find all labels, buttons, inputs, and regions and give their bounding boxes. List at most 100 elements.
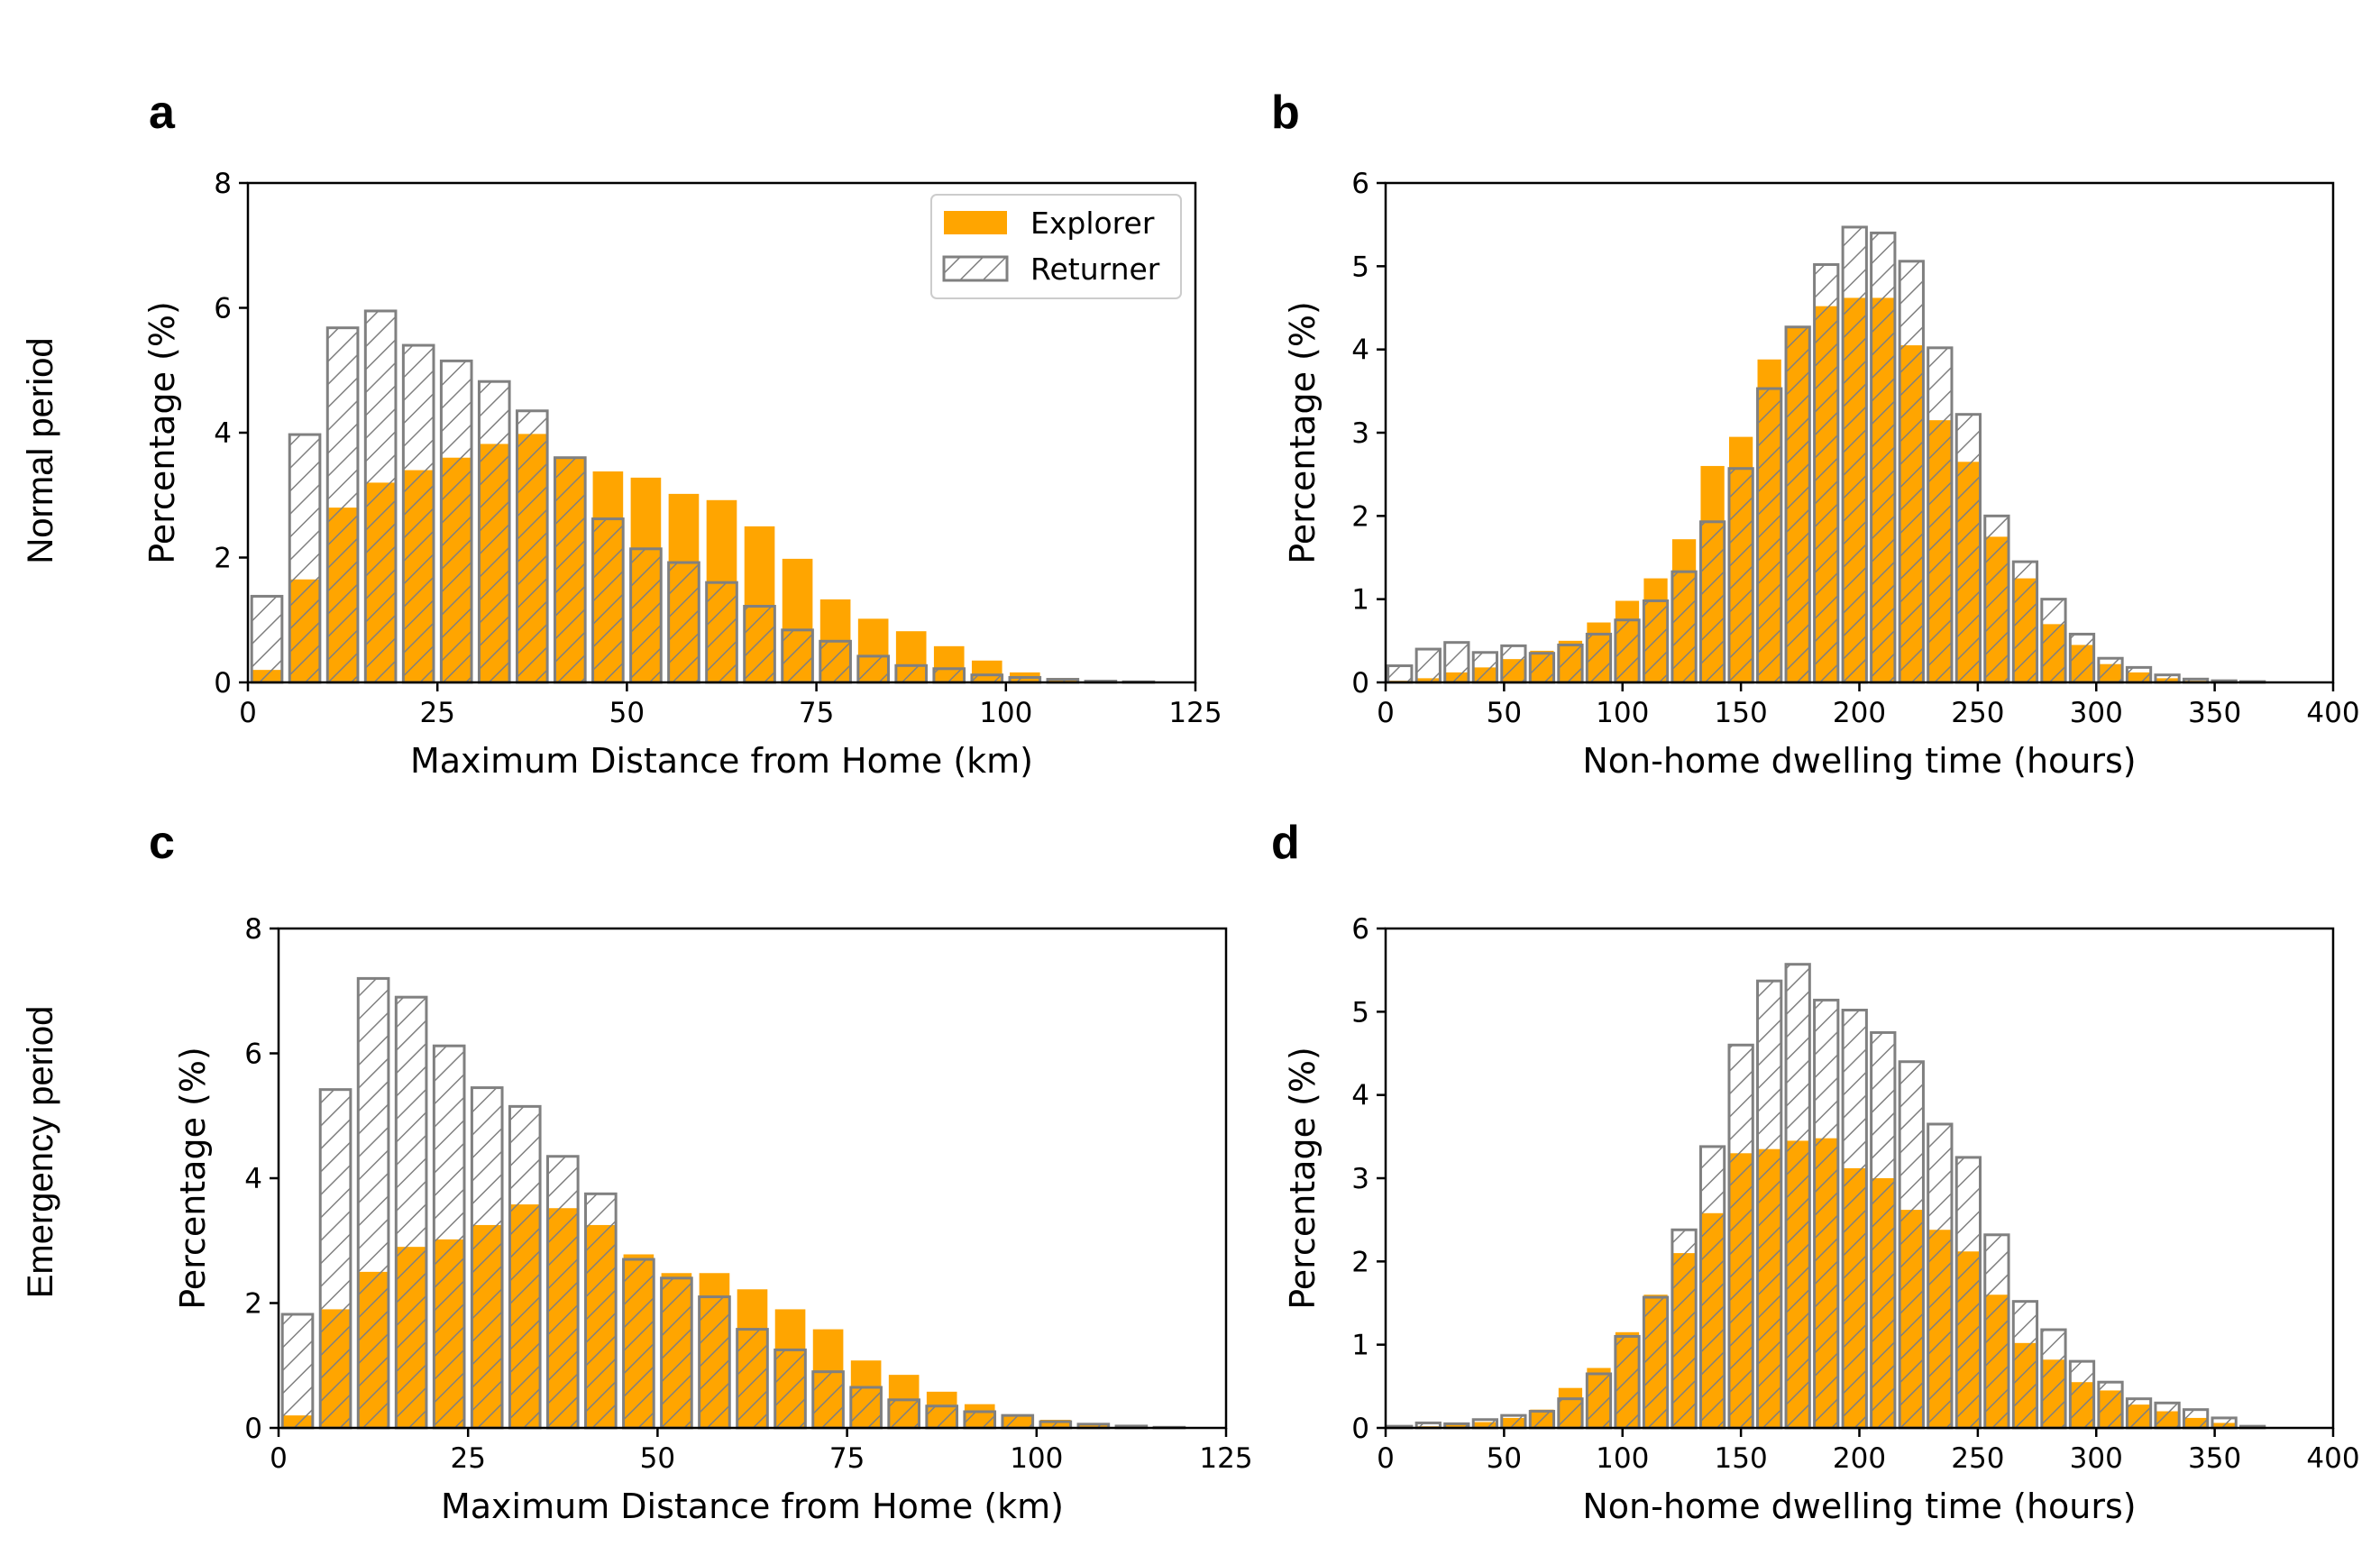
returner-bar: [1642, 599, 1670, 684]
returner-bar: [1927, 1122, 1954, 1430]
x-tick-label: 250: [1951, 1442, 2004, 1475]
returner-bar: [887, 1398, 920, 1430]
returner-bar: [2011, 560, 2039, 684]
panel-b: b 0 50 100 150 200 250 300 350 400 0 1 2 3 4 5 6 Non-home…: [1271, 87, 2360, 781]
x-tick-label: 0: [239, 697, 257, 729]
returner-bar: [2097, 656, 2124, 684]
y-tick-label: 5: [1351, 996, 1369, 1029]
returner-bar: [401, 343, 435, 684]
returner-bar: [2068, 632, 2096, 684]
x-tick-label: 300: [2070, 697, 2123, 729]
panel-letter: a: [149, 87, 176, 139]
returner-bar: [1841, 225, 1868, 684]
x-tick-label: 0: [1377, 1442, 1395, 1475]
x-tick-label: 400: [2306, 1442, 2359, 1475]
x-tick-label: 100: [1010, 1442, 1063, 1475]
x-tick-label: 100: [979, 697, 1032, 729]
returner-bar: [667, 561, 700, 684]
row-label-normal: Normal period: [21, 337, 60, 563]
returner-bar: [1671, 1228, 1698, 1430]
y-tick-label: 1: [1351, 1330, 1369, 1362]
legend-swatch-returner: [942, 255, 1009, 282]
x-tick-label: 75: [829, 1442, 865, 1475]
returner-bar: [318, 1088, 352, 1430]
returner-bar: [1784, 963, 1811, 1430]
y-tick-label: 6: [1351, 913, 1369, 946]
returner-bar: [1698, 520, 1726, 684]
returner-bar: [1528, 1410, 1556, 1430]
y-tick-label: 3: [1351, 417, 1369, 450]
returner-bar: [1983, 1233, 2010, 1430]
y-tick-label: 2: [1351, 1246, 1369, 1278]
returner-bar: [1001, 1413, 1035, 1430]
returner-bar: [2125, 1397, 2153, 1430]
x-tick-label: 0: [270, 1442, 288, 1475]
returner-bar: [963, 1410, 997, 1430]
x-tick-label: 350: [2188, 1442, 2241, 1475]
x-tick-label: 200: [1833, 1442, 1886, 1475]
returner-bar: [1898, 260, 1925, 684]
returner-bar: [1671, 570, 1698, 684]
returner-bar: [2154, 1401, 2181, 1430]
returner-bar: [470, 1086, 504, 1430]
returner-bar: [1443, 641, 1470, 684]
returner-bar: [432, 1044, 466, 1430]
x-tick-label: 200: [1833, 697, 1886, 729]
returner-bar: [774, 1348, 807, 1430]
x-axis-label: Maximum Distance from Home (km): [410, 741, 1033, 781]
x-tick-label: 100: [1596, 697, 1649, 729]
returner-bar: [1756, 979, 1783, 1430]
y-tick-label: 4: [1351, 334, 1369, 367]
returner-bar: [849, 1386, 883, 1430]
returner-bar: [394, 995, 428, 1430]
y-tick-label: 4: [244, 1163, 262, 1195]
returner-bar: [856, 654, 890, 684]
returner-bar: [554, 456, 587, 684]
legend: Explorer Returner: [930, 194, 1182, 299]
y-tick-label: 8: [244, 913, 262, 946]
returner-bar: [622, 1258, 655, 1430]
returner-bar: [545, 1155, 580, 1430]
returner-bar: [1557, 643, 1584, 684]
returner-bar: [2068, 1359, 2096, 1430]
returner-bar: [1898, 1060, 1925, 1430]
y-tick-label: 2: [214, 543, 232, 575]
returner-bar: [698, 1295, 731, 1430]
legend-swatch-explorer: [944, 211, 1007, 234]
x-tick-label: 25: [450, 1442, 485, 1475]
x-tick-label: 75: [799, 697, 834, 729]
x-tick-label: 50: [609, 697, 645, 729]
returner-bar: [1585, 1372, 1613, 1430]
returner-bar: [781, 628, 814, 684]
returner-bar: [1983, 514, 2010, 684]
x-tick-label: 0: [1377, 697, 1395, 729]
y-axis-label: Percentage (%): [142, 301, 182, 564]
x-tick-label: 150: [1715, 1442, 1768, 1475]
y-axis-label: Percentage (%): [1283, 301, 1323, 564]
returner-bar: [743, 605, 776, 684]
y-tick-label: 3: [1351, 1163, 1369, 1195]
y-axis-label: Percentage (%): [1283, 1047, 1323, 1310]
returner-bar: [2211, 1416, 2238, 1430]
returner-bar: [1585, 632, 1613, 684]
returner-bar: [1471, 1418, 1498, 1430]
returner-bar: [280, 1313, 315, 1430]
x-tick-label: 50: [1487, 1442, 1522, 1475]
returner-bar: [811, 1370, 845, 1430]
returner-bar: [925, 1404, 959, 1430]
y-tick-label: 0: [1351, 1413, 1369, 1445]
returner-bar: [1813, 998, 1840, 1430]
returner-bar: [1841, 1008, 1868, 1430]
y-tick-label: 0: [1351, 667, 1369, 700]
x-tick-label: 25: [419, 697, 454, 729]
returner-bar: [1528, 652, 1556, 684]
returner-bar: [2040, 598, 2067, 684]
x-tick-label: 400: [2306, 697, 2359, 729]
returner-bar: [705, 581, 738, 684]
returner-bar: [2097, 1380, 2124, 1430]
returner-bar: [1614, 1334, 1641, 1430]
returner-bar: [894, 663, 929, 684]
returner-bar: [1642, 1295, 1670, 1430]
returner-bar: [1614, 618, 1641, 684]
panel-letter: d: [1271, 817, 1300, 869]
